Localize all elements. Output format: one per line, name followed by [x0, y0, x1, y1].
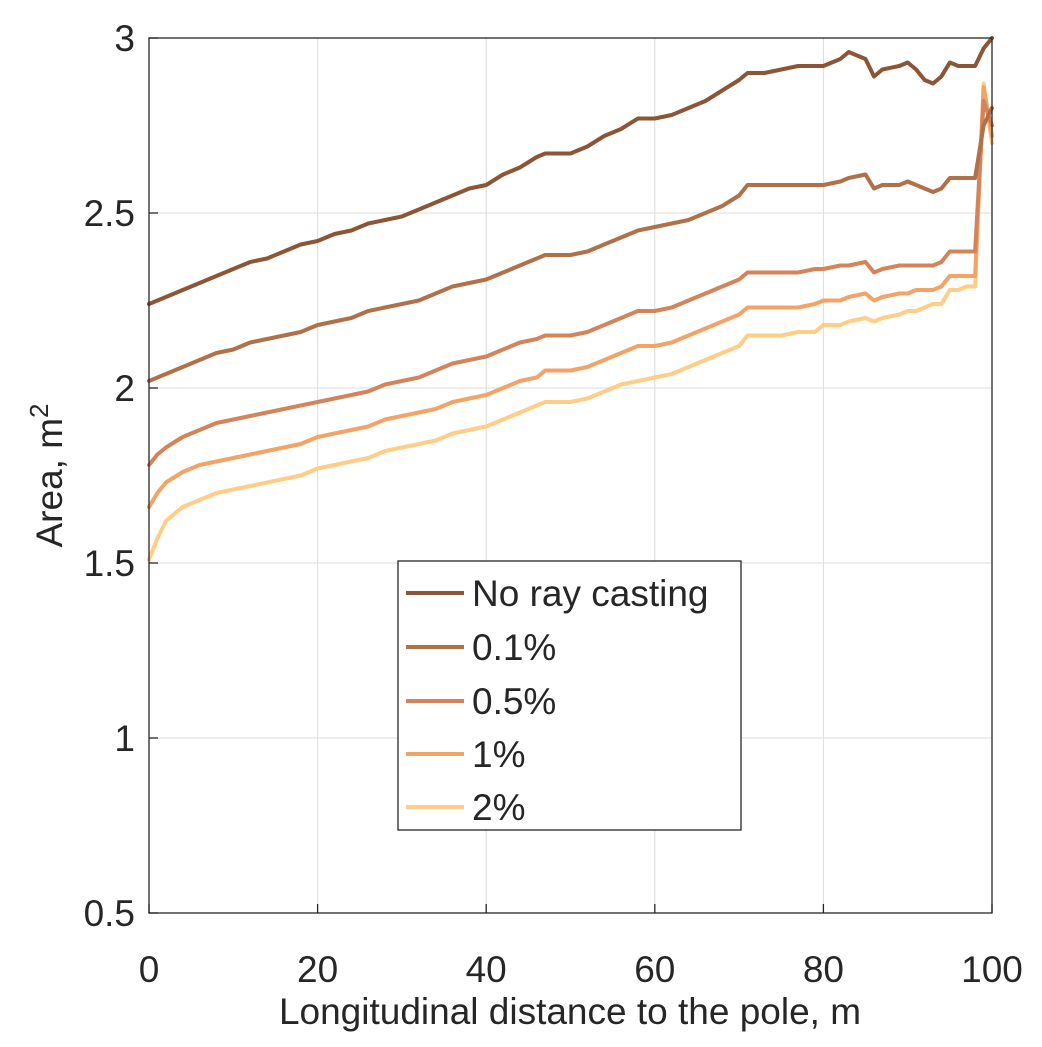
legend-label: 0.5%	[472, 681, 556, 722]
y-axis-label-main: Area, m	[29, 418, 70, 548]
x-tick-label: 100	[961, 949, 1023, 990]
series-line-1	[147, 85, 994, 509]
series-line-0-5	[147, 99, 994, 467]
x-tick-label: 40	[466, 949, 507, 990]
x-tick-label: 0	[139, 949, 160, 990]
x-axis-label: Longitudinal distance to the pole, m	[279, 991, 861, 1032]
legend-label: 2%	[472, 787, 525, 828]
y-axis-label-superscript: 2	[24, 403, 54, 417]
series-line-2	[147, 81, 994, 562]
legend-label: 1%	[472, 734, 525, 775]
legend-label: 0.1%	[472, 627, 556, 668]
y-tick-label: 0.5	[84, 893, 135, 934]
y-tick-label: 1	[114, 718, 135, 759]
series-line-no-ray-casting	[147, 36, 994, 306]
series-lines	[147, 36, 994, 562]
y-tick-label: 3	[114, 18, 135, 59]
legend: No ray casting 0.1% 0.5% 1% 2%	[397, 560, 742, 831]
x-tick-label: 60	[634, 949, 675, 990]
legend-label: No ray casting	[472, 573, 709, 614]
x-tick-label: 80	[803, 949, 844, 990]
series-line-0-1	[147, 106, 994, 383]
y-tick-label: 1.5	[84, 543, 135, 584]
y-tick-label: 2.5	[84, 193, 135, 234]
y-axis-label: Area, m2	[24, 403, 70, 547]
tick-labels: 0 20 40 60 80 100 0.5 1 1.5 2 2.5 3	[84, 18, 1023, 990]
x-tick-label: 20	[297, 949, 338, 990]
y-tick-label: 2	[114, 368, 135, 409]
legend-box	[397, 560, 742, 831]
axes-box	[148, 37, 993, 914]
